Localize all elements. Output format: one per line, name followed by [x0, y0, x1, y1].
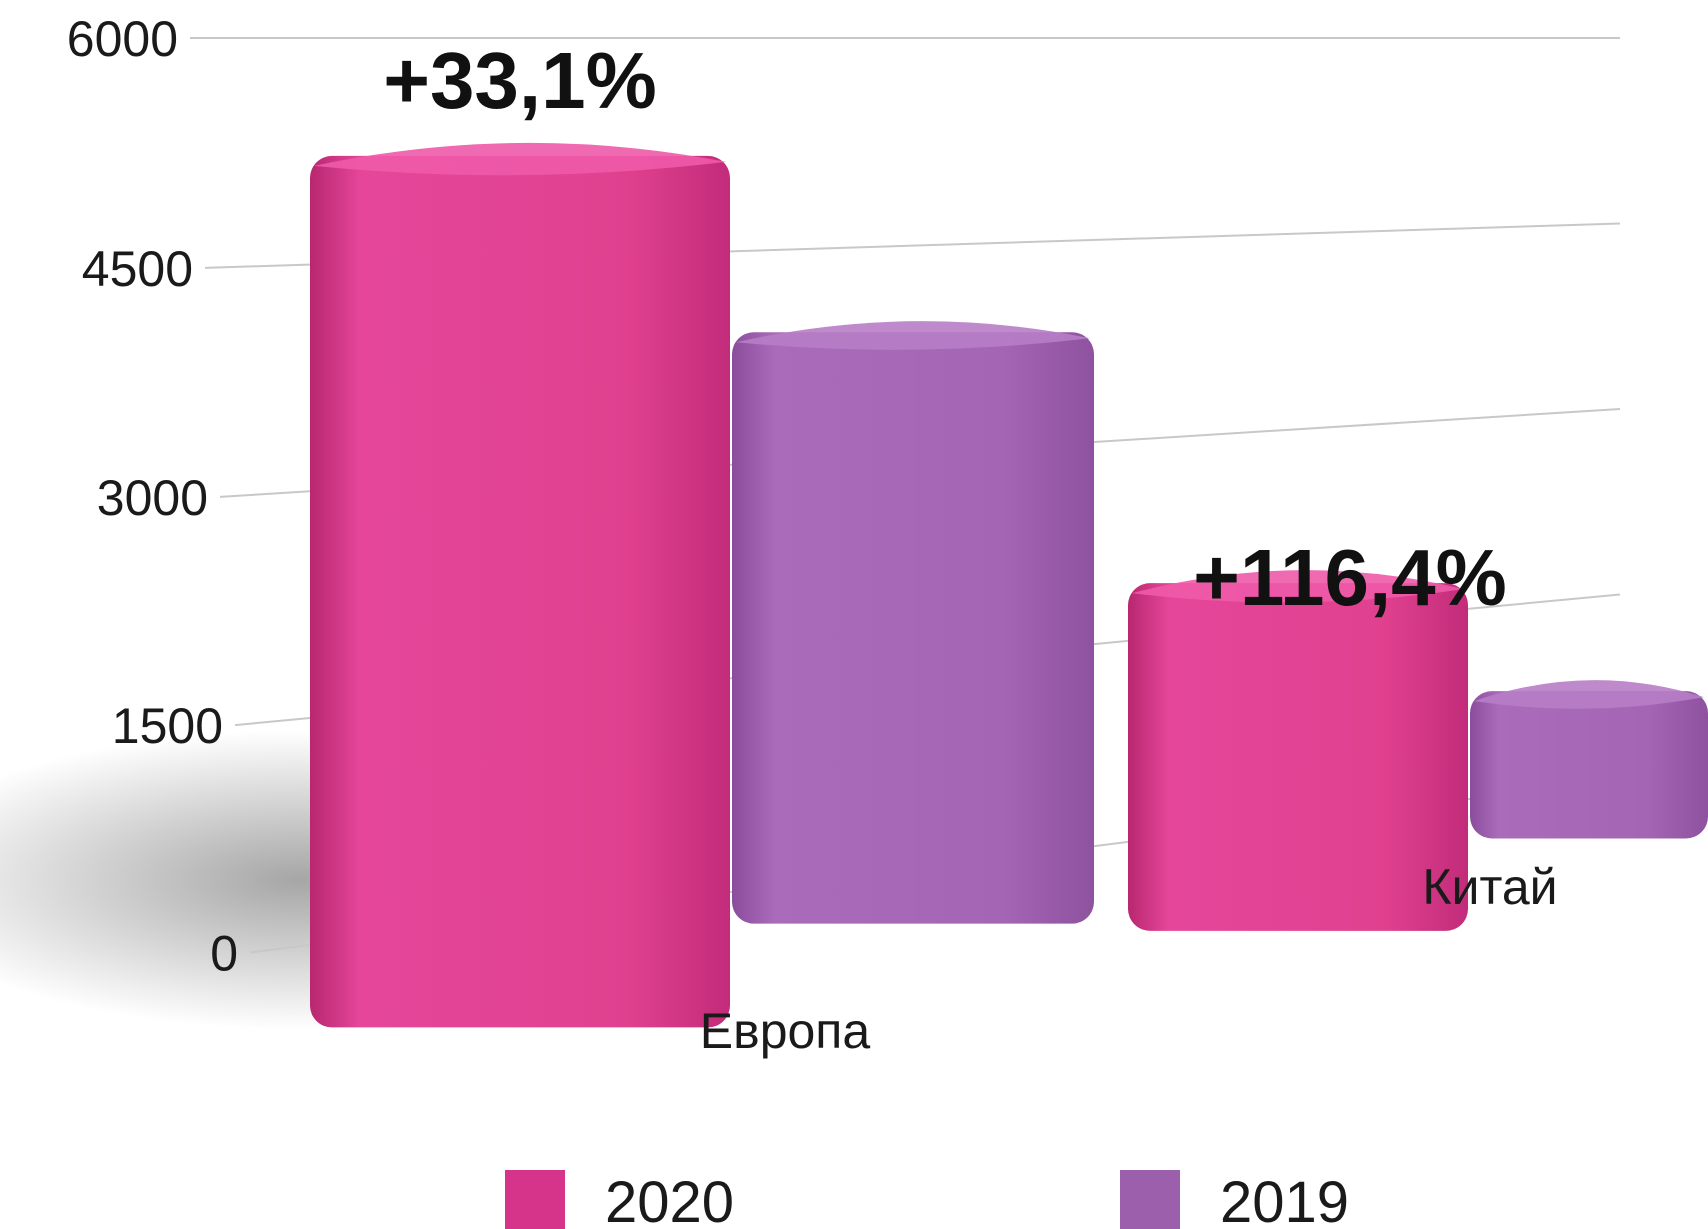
growth-annotation-china: +116,4%: [1193, 533, 1507, 622]
bars: [310, 142, 1708, 1028]
bar-2019-china-top: [1474, 680, 1704, 709]
bar-2019-china-front: [1470, 691, 1708, 839]
category-label-europe: Европа: [700, 1003, 871, 1059]
bar-2020-europe: [310, 142, 730, 1028]
legend-swatch-2020: [505, 1170, 565, 1229]
bar-2020-china-top: [1132, 570, 1464, 603]
bar-2019-china: [1470, 680, 1708, 839]
bar-2020-china-front: [1128, 583, 1468, 931]
growth-annotation-europe: +33,1%: [383, 36, 657, 125]
y-tick-3000: 3000: [97, 470, 208, 526]
y-tick-0: 0: [210, 925, 238, 981]
y-tick-6000: 6000: [67, 11, 178, 67]
y-tick-1500: 1500: [112, 698, 223, 754]
category-label-china: Китай: [1422, 859, 1557, 915]
labels: 0 1500 3000 4500 6000 Европа +33,1% Китай +116,4…: [67, 11, 1558, 1059]
bar-2020-china: [1128, 570, 1468, 931]
y-tick-4500: 4500: [82, 241, 193, 297]
legend-swatch-2019: [1120, 1170, 1180, 1229]
bar-2019-europe-front: [732, 332, 1094, 924]
legend-label-2020: 2020: [605, 1170, 734, 1229]
bar-2020-europe-top: [314, 142, 726, 176]
bar-2019-europe: [732, 321, 1094, 924]
bar-2020-europe-front: [310, 155, 730, 1028]
legend: 2020 2019: [505, 1170, 1349, 1229]
legend-label-2019: 2019: [1220, 1170, 1349, 1229]
bar-2019-europe-top: [736, 321, 1090, 350]
